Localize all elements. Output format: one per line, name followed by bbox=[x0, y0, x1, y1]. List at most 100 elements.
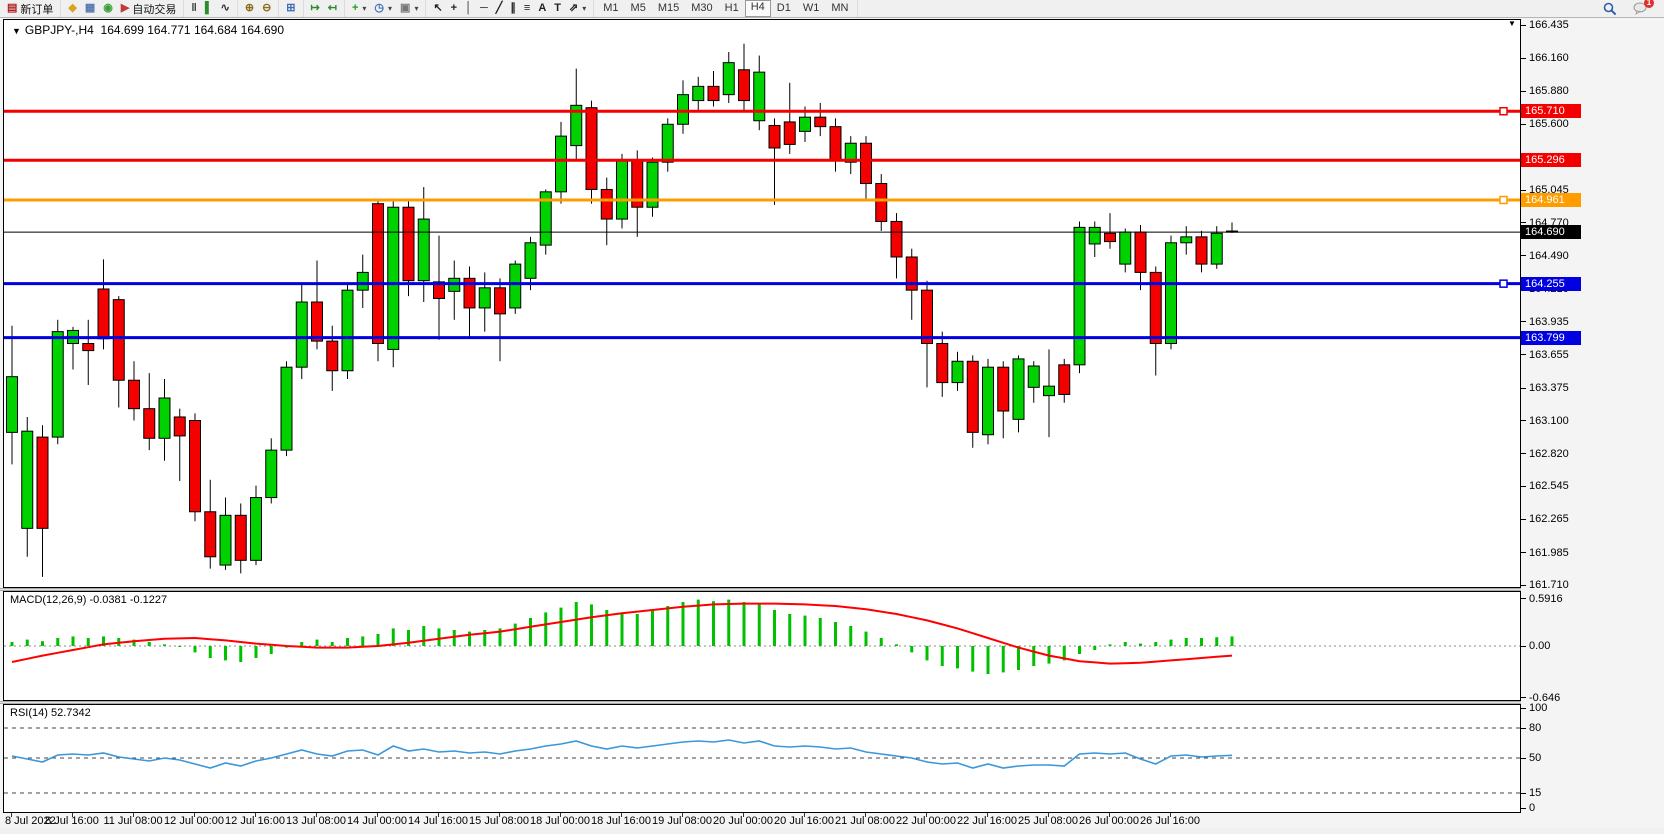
new-order-button[interactable]: ▤ 新订单 bbox=[3, 1, 57, 16]
symbol-title: ▼ GBPJPY-,H4 164.699 164.771 164.684 164.… bbox=[12, 23, 284, 37]
macd-histogram-bar bbox=[437, 628, 441, 646]
zoom-out-icon: ⊖ bbox=[262, 2, 272, 14]
macd-histogram-bar bbox=[1017, 646, 1020, 670]
price-tag-165.710[interactable]: 165.710 bbox=[1521, 104, 1581, 119]
autotrading-button[interactable]: ▶ 自动交易 bbox=[117, 1, 180, 16]
timeframe-m5[interactable]: M5 bbox=[630, 2, 646, 14]
timeframe-m15[interactable]: M15 bbox=[657, 2, 680, 14]
macd-histogram-bar bbox=[1108, 644, 1112, 646]
vertical-line-icon[interactable]: │ bbox=[461, 1, 476, 16]
periods-icon[interactable]: ◷ ▾ bbox=[370, 1, 396, 16]
arrows-icon-dropdown[interactable]: ▾ bbox=[582, 4, 587, 13]
trendline-icon[interactable]: ╱ bbox=[492, 1, 507, 16]
macd-histogram-bar bbox=[71, 636, 75, 646]
candle-bearish bbox=[1134, 231, 1147, 273]
candle-bullish bbox=[387, 206, 400, 350]
funnel-icon[interactable]: ◆ bbox=[64, 1, 80, 16]
candle-bearish bbox=[402, 206, 415, 282]
print-preview-icon: ▦ bbox=[84, 2, 96, 14]
indicators-icon-dropdown[interactable]: ▾ bbox=[362, 4, 367, 13]
candle-bullish bbox=[295, 301, 308, 368]
periods-icon-dropdown[interactable]: ▾ bbox=[388, 4, 393, 13]
timeframe-h1[interactable]: H1 bbox=[724, 2, 739, 14]
search-icon[interactable] bbox=[1603, 2, 1617, 16]
date-tick bbox=[1109, 813, 1110, 817]
macd-histogram-bar bbox=[346, 638, 349, 646]
macd-histogram-bar bbox=[925, 646, 929, 661]
candle-bearish bbox=[783, 121, 796, 145]
auto-scroll-icon[interactable]: ↦ bbox=[307, 1, 324, 16]
timeframe-m30[interactable]: M30 bbox=[691, 2, 713, 14]
timeframe-m1[interactable]: M1 bbox=[603, 2, 619, 14]
symbol-quotes: 164.699 164.771 164.684 164.690 bbox=[100, 23, 285, 37]
macd-histogram-bar bbox=[41, 641, 44, 646]
line-handle-164.255[interactable] bbox=[1499, 279, 1508, 288]
text-icon[interactable]: A bbox=[534, 1, 550, 16]
print-preview-icon[interactable]: ▦ bbox=[81, 1, 99, 16]
macd-histogram-bar bbox=[544, 612, 548, 646]
notifications-icon[interactable]: 1 bbox=[1633, 0, 1654, 15]
panel-splitter-rsi[interactable] bbox=[0, 701, 1664, 704]
rsi-axis-label: 15 bbox=[1521, 786, 1541, 800]
timeframe-h4[interactable]: H4 bbox=[744, 0, 771, 17]
zoom-in-icon[interactable]: ⊕ bbox=[241, 1, 258, 16]
rsi-line bbox=[11, 739, 1233, 769]
cursor-icon[interactable]: ↖ bbox=[429, 1, 446, 16]
auto-scroll-icon: ↦ bbox=[310, 2, 320, 14]
macd-histogram-bar bbox=[742, 602, 746, 646]
price-tag-164.961[interactable]: 164.961 bbox=[1521, 192, 1581, 207]
candle-bullish bbox=[478, 287, 491, 309]
macd-histogram-bar bbox=[864, 631, 868, 646]
candle-bullish bbox=[722, 62, 735, 96]
bar-chart-icon[interactable]: ‖ bbox=[187, 1, 200, 16]
notification-badge: 1 bbox=[1644, 0, 1654, 8]
price-tag-164.690[interactable]: 164.690 bbox=[1521, 225, 1581, 240]
candle-bullish bbox=[356, 271, 369, 291]
price-tag-163.799[interactable]: 163.799 bbox=[1521, 330, 1581, 345]
candle-bearish bbox=[204, 511, 217, 558]
price-tag-165.296[interactable]: 165.296 bbox=[1521, 153, 1581, 168]
label-icon[interactable]: T bbox=[550, 1, 565, 16]
timeframe-w1[interactable]: W1 bbox=[802, 2, 820, 14]
fibonacci-icon[interactable]: ≡ bbox=[520, 1, 534, 16]
timeframe-d1[interactable]: D1 bbox=[776, 2, 791, 14]
line-handle-164.961[interactable] bbox=[1499, 195, 1508, 205]
candlestick-chart-icon[interactable]: ▌ bbox=[201, 1, 217, 16]
price-scale-arrow[interactable]: ▼ bbox=[1508, 19, 1516, 28]
candle-bullish bbox=[1210, 232, 1223, 265]
price-tag-164.255[interactable]: 164.255 bbox=[1521, 276, 1581, 291]
macd-histogram-bar bbox=[498, 628, 502, 646]
tile-windows-icon[interactable]: ⊞ bbox=[282, 1, 299, 16]
signal-icon[interactable]: ◉ bbox=[99, 1, 117, 16]
macd-histogram-bar bbox=[1184, 638, 1188, 646]
date-tick bbox=[743, 813, 744, 817]
price-tick: 163.375 bbox=[1521, 381, 1569, 395]
templates-icon[interactable]: ▣ ▾ bbox=[396, 1, 422, 16]
date-label: 22 Jul 00:00 bbox=[896, 815, 956, 827]
price-axis[interactable]: 166.435 166.160 165.880 165.600 165.045 164.7… bbox=[1521, 17, 1664, 834]
macd-histogram-bar bbox=[452, 630, 456, 646]
line-handle-165.710[interactable] bbox=[1499, 106, 1508, 116]
macd-histogram-bar bbox=[513, 623, 517, 646]
date-axis[interactable]: 8 Jul 2022 8 Jul 16:00 11 Jul 08:00 12 Jul … bbox=[3, 813, 1521, 828]
panel-splitter-macd[interactable] bbox=[0, 588, 1664, 591]
symbol-dropdown-icon[interactable]: ▼ bbox=[12, 26, 21, 36]
indicators-icon: + bbox=[351, 2, 359, 14]
crosshair-icon[interactable]: + bbox=[447, 1, 461, 16]
date-label: 18 Jul 00:00 bbox=[530, 815, 590, 827]
macd-histogram-bar bbox=[1215, 637, 1219, 646]
main-chart-panel bbox=[3, 19, 1521, 588]
channel-icon[interactable]: ∥ bbox=[506, 1, 520, 16]
line-chart-icon[interactable]: ∿ bbox=[217, 1, 234, 16]
indicators-icon[interactable]: + ▾ bbox=[348, 1, 370, 16]
signal-icon: ◉ bbox=[103, 2, 113, 14]
timeframe-mn[interactable]: MN bbox=[831, 2, 849, 14]
arrows-icon[interactable]: ⇗ ▾ bbox=[565, 1, 590, 16]
date-label: 25 Jul 08:00 bbox=[1018, 815, 1078, 827]
templates-icon-dropdown[interactable]: ▾ bbox=[414, 4, 419, 13]
horizontal-line-icon[interactable]: ─ bbox=[476, 1, 492, 16]
chart-shift-icon[interactable]: ↤ bbox=[324, 1, 341, 16]
macd-histogram-bar bbox=[1200, 638, 1203, 646]
zoom-out-icon[interactable]: ⊖ bbox=[258, 1, 275, 16]
symbol-name: GBPJPY-,H4 bbox=[24, 23, 94, 37]
